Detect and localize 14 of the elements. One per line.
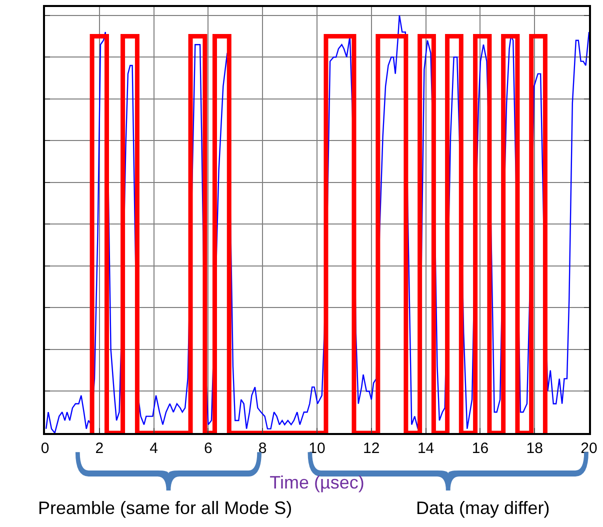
x-tick-label: 14 xyxy=(417,440,434,457)
x-axis-title: Time (µsec) xyxy=(270,472,364,493)
x-tick-label: 18 xyxy=(526,440,543,457)
x-tick-label: 0 xyxy=(40,440,50,457)
text: Data (may differ) xyxy=(416,498,550,518)
x-tick-label: 10 xyxy=(308,440,326,457)
x-tick-label: 12 xyxy=(363,440,380,457)
x-tick-label: 16 xyxy=(472,440,489,457)
x-tick-label: 6 xyxy=(204,440,212,457)
x-tick-label: 2 xyxy=(95,440,104,457)
x-tick-label: 20 xyxy=(580,440,598,457)
x-tick-label: 4 xyxy=(150,440,158,457)
x-tick-label: 8 xyxy=(258,440,267,457)
text: Preamble (same for all Mode S) xyxy=(38,498,292,518)
